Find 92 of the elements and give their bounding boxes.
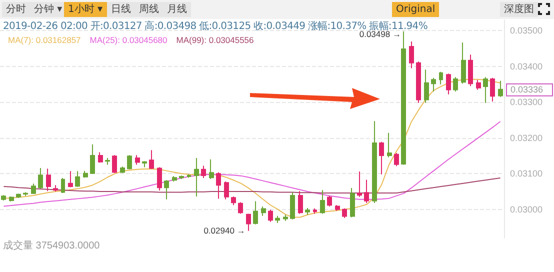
candlestick xyxy=(246,213,251,232)
y-tick-label: 0.03300 xyxy=(510,97,543,108)
candlestick xyxy=(68,170,73,188)
candlestick xyxy=(149,150,154,170)
text: MA(25): 0.03045680 xyxy=(90,35,168,45)
line-series xyxy=(3,78,501,218)
text: Original xyxy=(392,2,440,17)
candlestick xyxy=(483,76,488,104)
candlestick xyxy=(401,30,406,166)
text: 分钟 ▾ xyxy=(30,2,66,17)
candlestick xyxy=(394,152,399,167)
candlestick xyxy=(313,208,317,214)
annotation: 0.02940 → xyxy=(204,225,246,236)
text: MA(99): 0.03045556 xyxy=(176,35,254,45)
candlestick xyxy=(453,76,458,92)
candlestick xyxy=(98,152,103,164)
candlestick xyxy=(127,154,132,170)
candlestick xyxy=(75,170,80,188)
candlestick xyxy=(157,166,162,191)
candlestick xyxy=(446,73,451,95)
candlestick xyxy=(261,206,266,216)
candlestick xyxy=(379,141,384,175)
y-tick-label: 0.03100 xyxy=(510,168,543,179)
candlestick xyxy=(468,54,473,87)
line-series xyxy=(3,177,501,194)
candlestick xyxy=(31,183,36,195)
candlestick xyxy=(498,80,503,98)
y-tick-label: 0.03000 xyxy=(510,204,543,214)
annotation: 2019-02-26 02:00 开:0.03127 高:0.03498 低:0.03125 收:0.03449 涨幅:10.37% 振幅:11.94% xyxy=(3,20,428,32)
candlestick xyxy=(424,69,429,104)
candlestick xyxy=(1,194,6,201)
text: 0.03336 xyxy=(510,84,544,94)
candlestick xyxy=(83,170,88,178)
candlestick xyxy=(476,80,481,90)
candlestick xyxy=(194,157,199,198)
text: 1小时 ▾ xyxy=(64,2,107,17)
candlestick xyxy=(224,181,229,200)
y-tick-label: 0.03200 xyxy=(510,132,543,143)
candlestick xyxy=(357,171,362,198)
candlestick xyxy=(201,165,206,178)
candlestick xyxy=(268,209,273,222)
line-series xyxy=(3,120,501,207)
text: 周线 xyxy=(135,2,163,17)
candlestick xyxy=(431,77,436,92)
candlestick xyxy=(320,190,325,214)
candlestick xyxy=(364,179,369,204)
candlestick xyxy=(90,144,95,175)
candlestick xyxy=(416,60,421,104)
candlestick xyxy=(342,208,347,218)
candlestick xyxy=(61,177,65,194)
candlestick xyxy=(112,154,117,174)
candlestick xyxy=(209,158,214,180)
candlestick xyxy=(216,172,221,200)
candlestick xyxy=(105,157,110,166)
candlestick xyxy=(120,166,125,174)
text: 分时 xyxy=(2,2,30,17)
candlestick xyxy=(164,180,169,200)
candlestick xyxy=(409,40,414,69)
candlestick xyxy=(327,195,332,208)
candlestick xyxy=(350,187,355,218)
text: 成交量 3754903.0000 xyxy=(3,240,100,252)
candlestick xyxy=(142,160,147,168)
candlestick xyxy=(238,202,243,214)
candlestick xyxy=(9,196,14,202)
candlestick xyxy=(439,71,443,85)
candlestick xyxy=(490,77,495,102)
text: MA(7): 0.03162857 xyxy=(8,35,82,45)
candlestick xyxy=(335,204,340,212)
candlestick xyxy=(172,176,177,182)
candlestick xyxy=(387,132,392,158)
candlestick xyxy=(53,184,58,192)
candlestick xyxy=(283,214,288,222)
candlestick xyxy=(461,42,466,84)
candlestick xyxy=(23,192,28,196)
candlestick xyxy=(305,207,310,216)
candlestick xyxy=(290,192,295,220)
candlestick xyxy=(275,215,280,224)
text: 日线 xyxy=(107,2,135,17)
candlestick xyxy=(179,174,184,180)
candlestick xyxy=(187,174,191,178)
text: 月线 xyxy=(163,2,191,17)
candlestick xyxy=(298,190,303,214)
text: 深度图 xyxy=(500,2,538,17)
y-tick-label: 0.03400 xyxy=(510,61,543,72)
candlestick xyxy=(372,120,377,204)
candlestick xyxy=(16,193,21,198)
candlestick xyxy=(46,168,51,192)
candlestick xyxy=(253,200,258,225)
y-tick-label: 0.03500 xyxy=(510,26,543,36)
candlestick xyxy=(38,167,43,190)
candlestick xyxy=(135,154,140,166)
candlestick xyxy=(231,196,236,206)
